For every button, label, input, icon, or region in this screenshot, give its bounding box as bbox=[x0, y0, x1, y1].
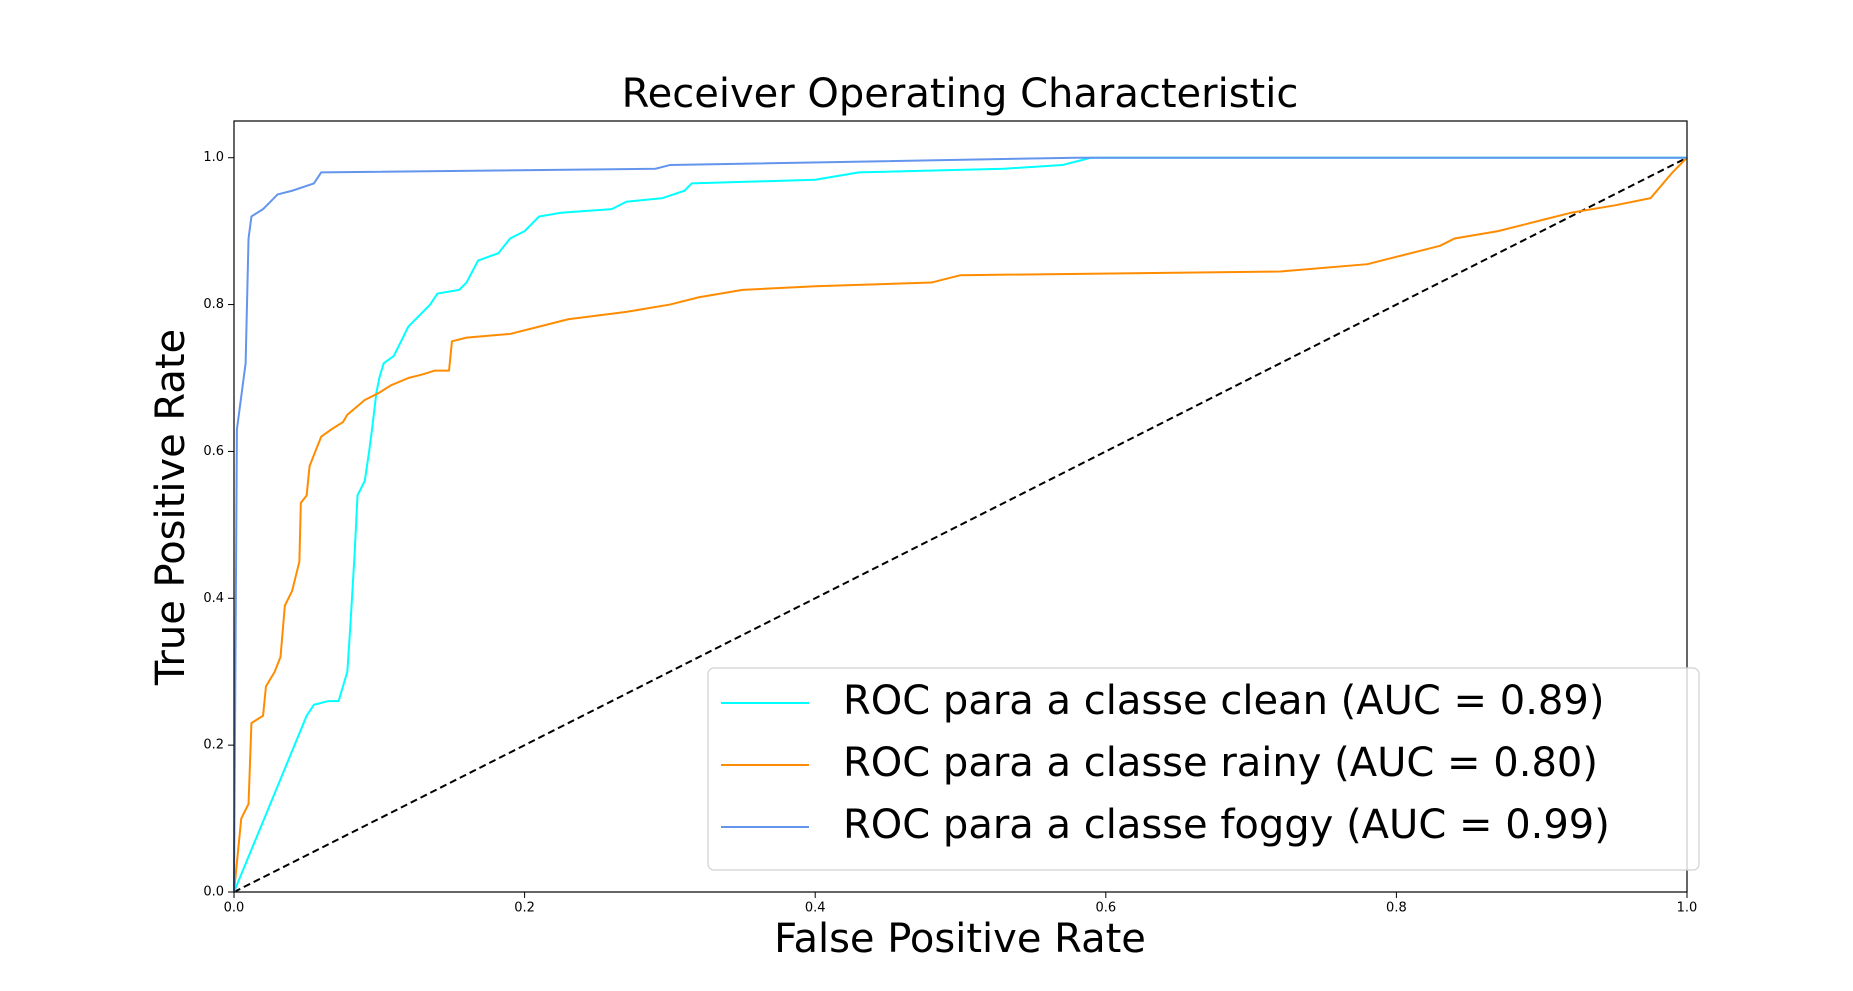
x-tick-label: 0.8 bbox=[1386, 901, 1407, 916]
x-tick-label: 1.0 bbox=[1677, 901, 1698, 916]
y-tick-label: 0.2 bbox=[203, 738, 224, 753]
chart-title: Receiver Operating Characteristic bbox=[622, 71, 1299, 117]
y-tick-label: 0.6 bbox=[203, 444, 224, 459]
x-tick-label: 0.6 bbox=[1095, 901, 1116, 916]
reference-line bbox=[233, 156, 1688, 893]
y-tick-label: 0.8 bbox=[203, 297, 224, 312]
x-axis-label: False Positive Rate bbox=[774, 916, 1146, 962]
legend-label: ROC para a classe clean (AUC = 0.89) bbox=[843, 678, 1604, 724]
y-tick-label: 0.4 bbox=[203, 591, 224, 606]
roc-line bbox=[233, 156, 1687, 893]
x-tick-label: 0.2 bbox=[514, 901, 535, 916]
y-tick-label: 0.0 bbox=[203, 885, 224, 900]
x-tick-label: 0.4 bbox=[805, 901, 826, 916]
legend-box bbox=[707, 667, 1700, 871]
legend-label: ROC para a classe foggy (AUC = 0.99) bbox=[843, 802, 1610, 848]
roc-line bbox=[233, 156, 1687, 893]
legend-label: ROC para a classe rainy (AUC = 0.80) bbox=[843, 740, 1598, 786]
roc-line bbox=[233, 157, 1688, 893]
y-tick-label: 1.0 bbox=[203, 150, 224, 165]
y-axis-label: True Positive Rate bbox=[148, 329, 194, 686]
x-tick-label: 0.0 bbox=[224, 901, 245, 916]
plot-frame bbox=[233, 120, 1688, 893]
